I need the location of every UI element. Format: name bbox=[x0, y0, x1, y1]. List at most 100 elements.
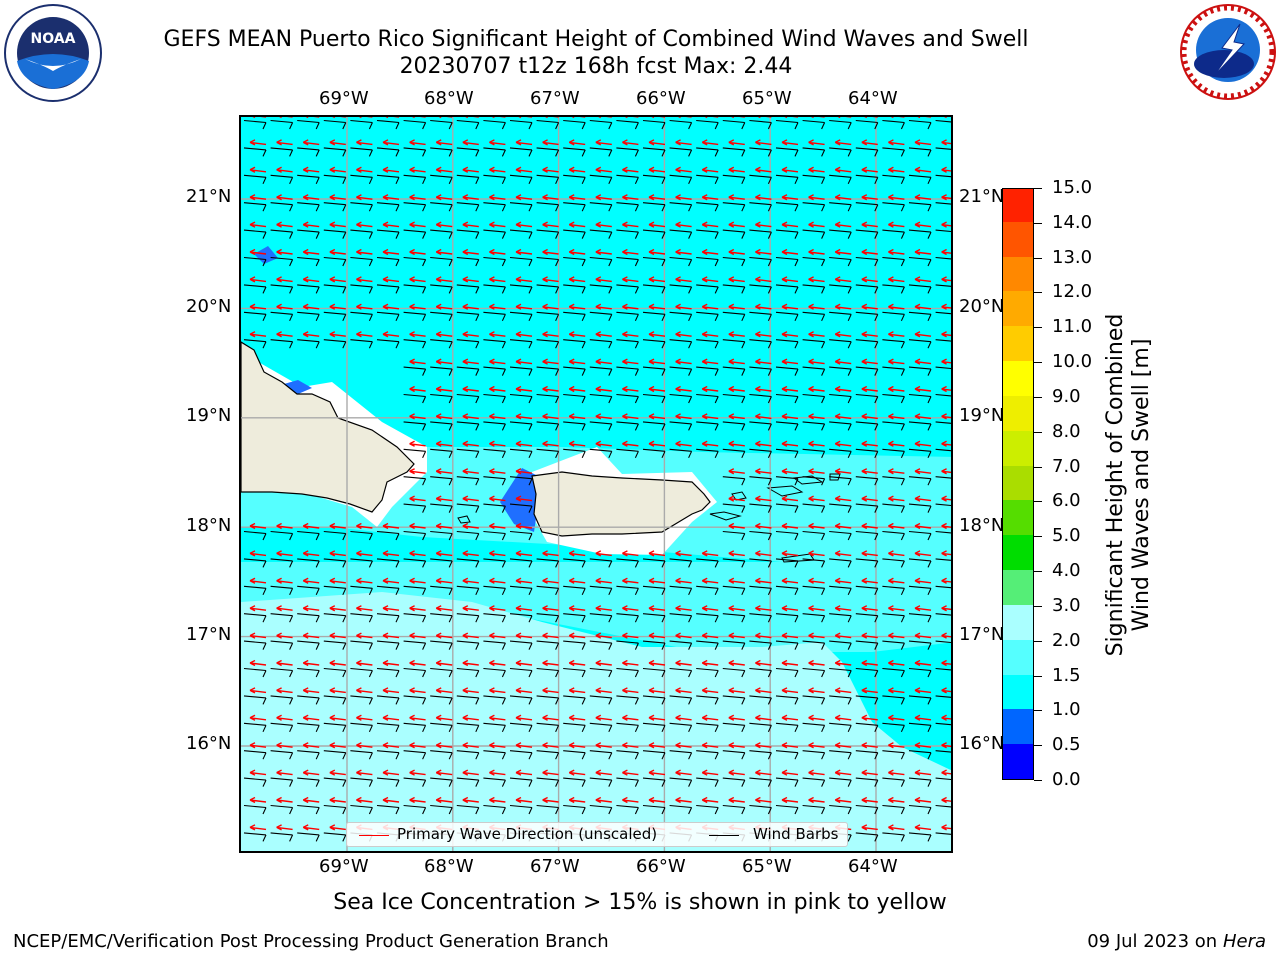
wind-barb bbox=[908, 202, 932, 212]
wave-direction-arrow bbox=[276, 742, 293, 749]
wave-direction-arrow bbox=[861, 468, 878, 475]
wind-barb bbox=[829, 284, 852, 294]
wave-direction-arrow bbox=[648, 687, 666, 694]
wind-barb bbox=[855, 366, 879, 376]
wave-direction-arrow bbox=[329, 577, 346, 584]
wind-barb bbox=[243, 119, 267, 130]
wind-barb bbox=[855, 119, 879, 130]
wind-barb bbox=[509, 393, 533, 404]
wind-barb bbox=[829, 804, 852, 815]
wind-barb bbox=[563, 777, 586, 787]
wind-barb bbox=[509, 530, 533, 541]
wave-direction-arrow bbox=[568, 440, 586, 447]
wave-direction-arrow bbox=[675, 714, 692, 721]
wave-direction-arrow bbox=[808, 468, 825, 475]
chart-subtitle: 20230707 t12z 168h fcst Max: 2.44 bbox=[399, 54, 793, 79]
wind-barb bbox=[376, 804, 400, 815]
wave-direction-arrow bbox=[489, 495, 506, 502]
wind-barb bbox=[908, 311, 932, 322]
wind-barb bbox=[563, 421, 586, 431]
wind-barb bbox=[350, 640, 373, 650]
wind-barb bbox=[297, 284, 320, 294]
wave-direction-arrow bbox=[462, 659, 479, 667]
wind-barb bbox=[749, 804, 772, 815]
colorbar-segment bbox=[1003, 534, 1033, 571]
wave-direction-arrow bbox=[515, 550, 533, 557]
lon-label-bottom: 66°W bbox=[636, 856, 686, 877]
wave-direction-arrow bbox=[409, 605, 426, 612]
wind-barb bbox=[297, 558, 320, 568]
wind-barb bbox=[908, 613, 932, 623]
wave-direction-arrow bbox=[489, 659, 506, 667]
wind-barb bbox=[430, 530, 453, 541]
wave-direction-arrow bbox=[755, 166, 772, 173]
wave-direction-arrow bbox=[568, 659, 586, 667]
wave-direction-arrow bbox=[808, 331, 825, 338]
wave-direction-arrow bbox=[888, 550, 905, 557]
wind-barb bbox=[376, 667, 400, 678]
wave-direction-arrow bbox=[568, 385, 586, 393]
wind-barb bbox=[696, 750, 719, 760]
wind-barb bbox=[802, 147, 826, 157]
wave-direction-arrow bbox=[622, 139, 639, 146]
wind-barb bbox=[456, 804, 480, 815]
wave-direction-arrow bbox=[888, 166, 905, 173]
wave-direction-arrow bbox=[648, 194, 666, 201]
wave-direction-arrow bbox=[781, 495, 799, 502]
wave-direction-arrow bbox=[808, 248, 825, 256]
wave-direction-arrow bbox=[435, 659, 453, 667]
wave-direction-arrow bbox=[622, 687, 639, 694]
wave-direction-arrow bbox=[568, 796, 586, 804]
wave-direction-arrow bbox=[701, 632, 719, 639]
wave-direction-arrow bbox=[462, 413, 479, 420]
wind-barb bbox=[430, 777, 453, 787]
wave-direction-arrow bbox=[409, 413, 426, 420]
wave-direction-arrow bbox=[701, 221, 719, 228]
wave-direction-arrow bbox=[675, 796, 692, 804]
wind-barb bbox=[802, 558, 826, 568]
wind-barb bbox=[563, 558, 586, 568]
wind-barb bbox=[350, 558, 373, 568]
wave-direction-arrow bbox=[861, 413, 878, 420]
wind-barb bbox=[403, 804, 427, 815]
wave-direction-arrow bbox=[302, 742, 320, 749]
wave-direction-arrow bbox=[595, 303, 612, 310]
wave-direction-arrow bbox=[515, 413, 533, 420]
wind-barb bbox=[376, 777, 400, 787]
lon-label-bottom: 68°W bbox=[424, 856, 474, 877]
lat-label-left: 16°N bbox=[186, 733, 232, 754]
wind-barb bbox=[323, 695, 347, 705]
wave-direction-arrow bbox=[914, 303, 932, 310]
wind-barb bbox=[456, 476, 480, 486]
wave-direction-arrow bbox=[462, 769, 479, 776]
wave-direction-arrow bbox=[675, 742, 692, 749]
wind-barb bbox=[802, 503, 826, 513]
wave-direction-arrow bbox=[409, 632, 426, 639]
wave-direction-arrow bbox=[728, 605, 745, 612]
wave-direction-arrow bbox=[409, 139, 426, 146]
wave-direction-arrow bbox=[252, 117, 266, 119]
wave-direction-arrow bbox=[276, 139, 293, 146]
wind-barb bbox=[350, 229, 373, 239]
wind-barb bbox=[722, 229, 746, 239]
wind-barb bbox=[376, 147, 400, 157]
wind-barb bbox=[350, 695, 373, 705]
wind-barb bbox=[642, 750, 666, 760]
wave-direction-arrow bbox=[542, 358, 559, 365]
wave-direction-arrow bbox=[515, 742, 533, 749]
wave-direction-arrow bbox=[595, 577, 612, 584]
wave-direction-arrow bbox=[435, 194, 453, 201]
wind-barb bbox=[563, 695, 586, 705]
wave-direction-arrow bbox=[462, 139, 479, 146]
wind-barb bbox=[749, 640, 772, 650]
wind-barb bbox=[270, 613, 294, 623]
wind-barb bbox=[536, 777, 560, 787]
wind-barb bbox=[616, 147, 639, 157]
wind-barb bbox=[642, 695, 666, 705]
wind-barb bbox=[642, 284, 666, 294]
wave-direction-arrow bbox=[861, 522, 878, 530]
wind-barb bbox=[376, 119, 400, 130]
wind-barb bbox=[403, 284, 427, 294]
lat-label-left: 17°N bbox=[186, 624, 232, 645]
wave-direction-arrow bbox=[888, 796, 905, 804]
